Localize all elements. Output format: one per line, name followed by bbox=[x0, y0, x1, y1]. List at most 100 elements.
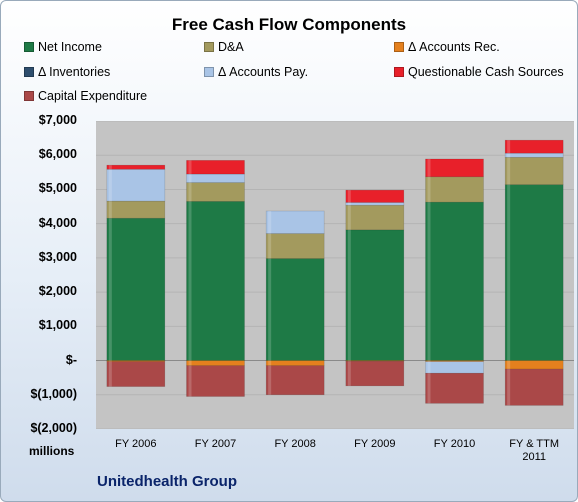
bar-highlight bbox=[427, 176, 431, 203]
bar-segment bbox=[186, 160, 245, 175]
bar-highlight bbox=[108, 201, 112, 219]
legend-swatch bbox=[204, 42, 214, 52]
bar-segment bbox=[106, 200, 166, 219]
bar-highlight bbox=[108, 360, 112, 362]
bar-segment bbox=[425, 361, 484, 374]
plot-area bbox=[96, 121, 574, 429]
units-label: millions bbox=[29, 444, 75, 458]
legend-label: Δ Accounts Rec. bbox=[408, 40, 500, 54]
bar-highlight bbox=[427, 373, 431, 404]
bar-highlight bbox=[507, 369, 511, 406]
bar-segment bbox=[186, 360, 245, 366]
legend-swatch bbox=[394, 42, 404, 52]
y-tick-label: $3,000 bbox=[38, 249, 77, 264]
bar-highlight bbox=[347, 229, 351, 361]
bar-highlight bbox=[347, 205, 351, 230]
bar-segment bbox=[265, 365, 325, 396]
bar-segment bbox=[504, 139, 564, 154]
legend-label: Questionable Cash Sources bbox=[408, 65, 564, 79]
x-tick-label: FY 2010 bbox=[433, 438, 476, 450]
bar-segment bbox=[265, 360, 325, 366]
y-tick-label: $- bbox=[65, 352, 77, 367]
bar-highlight bbox=[427, 361, 431, 374]
bar-segment bbox=[186, 201, 245, 361]
bar-segment bbox=[186, 173, 245, 183]
y-tick-label: $1,000 bbox=[38, 318, 77, 333]
bar-highlight bbox=[347, 361, 351, 386]
y-tick-label: $(1,000) bbox=[30, 386, 77, 401]
bar-segment bbox=[504, 360, 564, 370]
bar-segment bbox=[425, 201, 484, 361]
bar-highlight bbox=[268, 258, 272, 361]
bar-highlight bbox=[108, 361, 112, 387]
bar-segment bbox=[504, 156, 564, 185]
bar-segment bbox=[106, 164, 166, 170]
x-tick-label: FY 2008 bbox=[274, 438, 316, 450]
x-tick-label: FY 2007 bbox=[194, 438, 237, 450]
bar-highlight bbox=[188, 160, 192, 175]
bar-segment bbox=[504, 368, 564, 406]
legend-swatch bbox=[204, 67, 214, 77]
bar-segment bbox=[265, 233, 325, 259]
chart-title: Free Cash Flow Components bbox=[171, 15, 407, 34]
bar-highlight bbox=[347, 360, 351, 362]
bar-segment bbox=[186, 182, 245, 202]
bar-segment bbox=[425, 158, 484, 178]
bar-segment bbox=[265, 210, 325, 234]
bar-highlight bbox=[507, 184, 511, 361]
legend-label: Δ Inventories bbox=[38, 65, 111, 79]
legend-item: Δ Inventories bbox=[24, 65, 110, 79]
y-tick-label: $(2,000) bbox=[30, 421, 77, 435]
bar-highlight bbox=[188, 182, 192, 202]
legend-item: Net Income bbox=[24, 40, 102, 54]
bar-highlight bbox=[507, 153, 511, 158]
bar-segment bbox=[186, 365, 245, 397]
y-tick-label: $2,000 bbox=[38, 284, 77, 299]
y-tick-label: $5,000 bbox=[38, 181, 77, 196]
bar-highlight bbox=[347, 190, 351, 203]
bar-segment bbox=[265, 258, 325, 361]
y-tick-label: $7,000 bbox=[38, 113, 77, 127]
bar-highlight bbox=[507, 360, 511, 370]
legend-label: Capital Expenditure bbox=[38, 89, 148, 103]
legend-label: Net Income bbox=[38, 40, 102, 54]
legend-item: D&A bbox=[204, 40, 244, 54]
bar-segment bbox=[345, 229, 405, 361]
bar-segment bbox=[504, 152, 564, 158]
x-tick-label: FY 2006 bbox=[115, 438, 157, 450]
bar-highlight bbox=[188, 201, 192, 361]
company-name: Unitedhealth Group bbox=[97, 473, 237, 490]
bar-highlight bbox=[188, 365, 192, 397]
legend-label: D&A bbox=[218, 40, 244, 54]
x-tick-label: FY & TTM 2011 bbox=[509, 438, 560, 463]
bar-segment bbox=[345, 204, 405, 231]
bar-highlight bbox=[188, 360, 192, 366]
x-tick-label: FY 2009 bbox=[354, 438, 396, 450]
bar-highlight bbox=[108, 165, 112, 170]
bar-highlight bbox=[507, 140, 511, 154]
bar-segment bbox=[106, 361, 166, 387]
bar-highlight bbox=[108, 169, 112, 202]
bar-segment bbox=[345, 360, 405, 387]
bar-highlight bbox=[268, 233, 272, 259]
legend-item: Δ Accounts Pay. bbox=[204, 65, 308, 79]
bar-segment bbox=[504, 184, 564, 361]
bar-segment bbox=[345, 189, 405, 203]
bar-highlight bbox=[268, 365, 272, 395]
bar-highlight bbox=[427, 360, 431, 362]
y-tick-label: $6,000 bbox=[38, 147, 77, 162]
legend-swatch bbox=[24, 42, 34, 52]
bar-highlight bbox=[108, 218, 112, 361]
bar-highlight bbox=[188, 174, 192, 183]
legend-item: Capital Expenditure bbox=[24, 89, 147, 103]
legend-label: Δ Accounts Pay. bbox=[218, 65, 309, 79]
bar-highlight bbox=[268, 360, 272, 366]
bar-highlight bbox=[427, 158, 431, 177]
bar-highlight bbox=[507, 157, 511, 185]
bar-highlight bbox=[347, 202, 351, 206]
legend-swatch bbox=[394, 67, 404, 77]
bar-highlight bbox=[268, 211, 272, 234]
legend-swatch bbox=[24, 67, 34, 77]
legend-swatch bbox=[24, 91, 34, 101]
